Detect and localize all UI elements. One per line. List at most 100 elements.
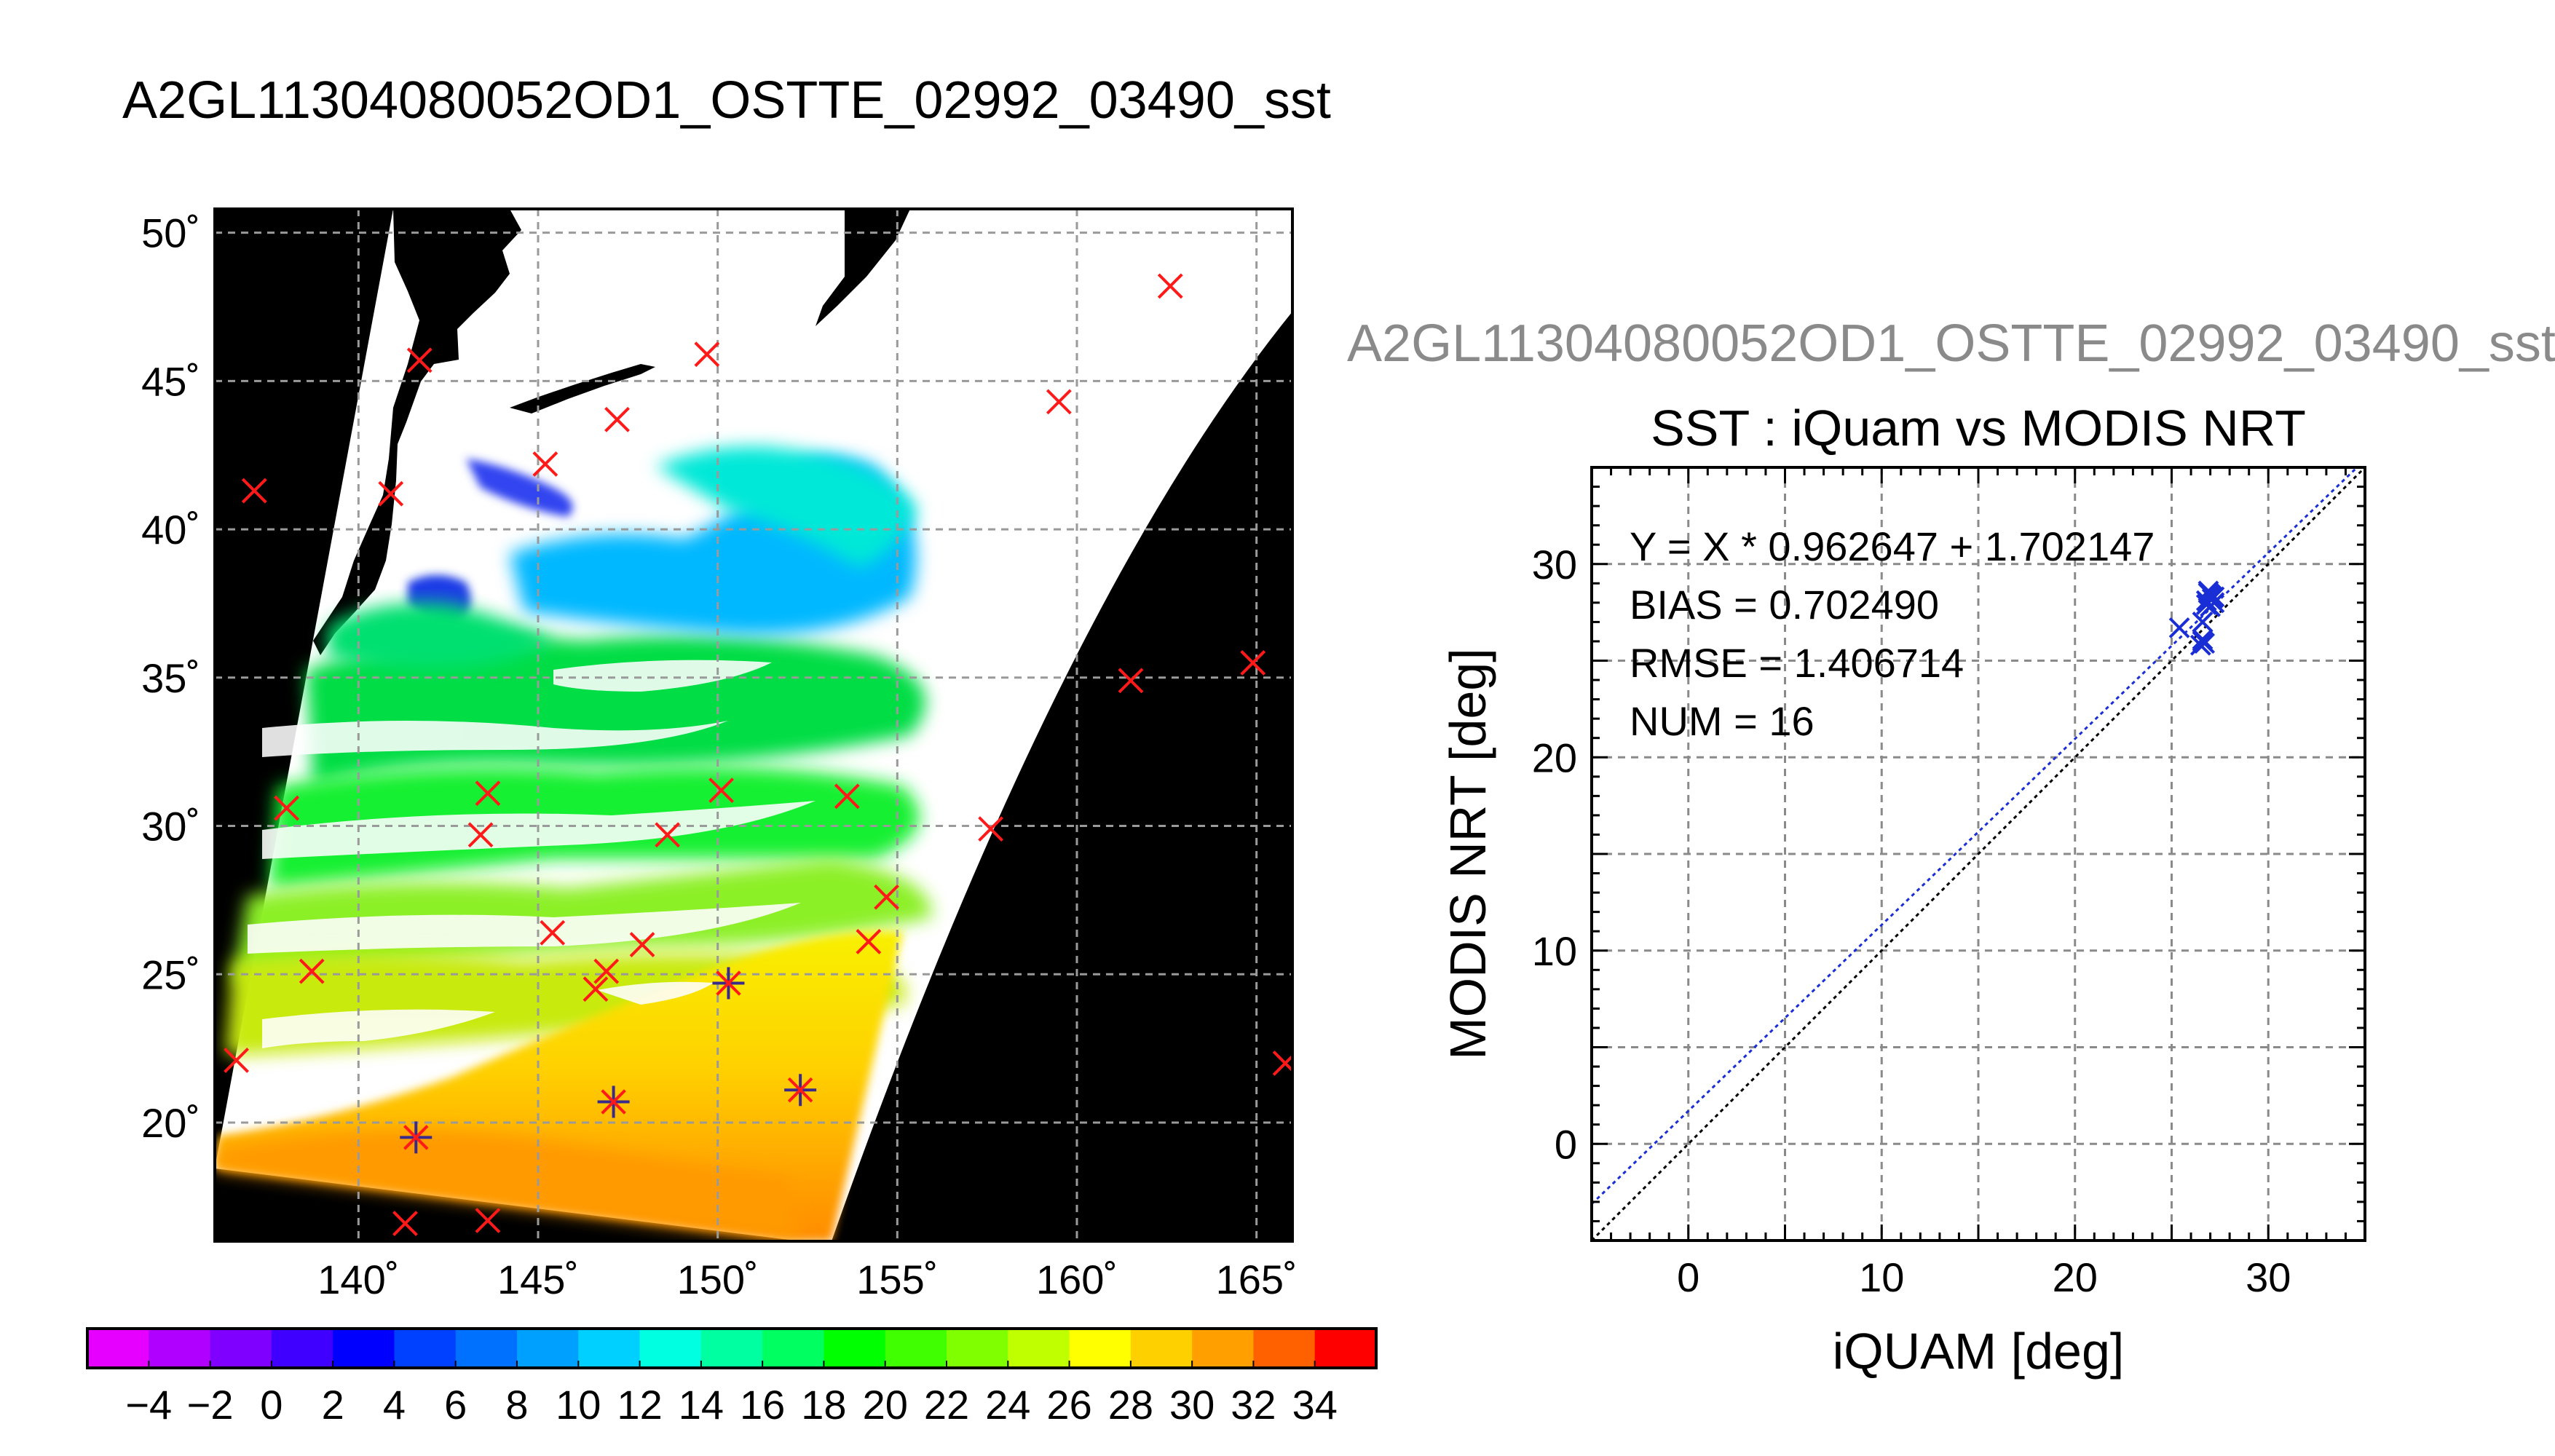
stats-bias: BIAS = 0.702490 <box>1630 582 1939 628</box>
scatter-subtitle: A2GL11304080052OD1_OSTTE_02992_03490_sst <box>1347 314 2555 373</box>
scatter-y-tick-label: 0 <box>1555 1121 1577 1167</box>
map-matchup-marker <box>604 406 630 432</box>
map-matchup-marker <box>1272 1051 1292 1076</box>
map-matchup-marker <box>224 1048 250 1073</box>
map-matchups <box>224 273 1292 1236</box>
map-matchup-marker <box>629 932 655 957</box>
map-matchup-marker <box>1046 389 1072 415</box>
scatter-x-tick-label: 30 <box>2246 1254 2291 1300</box>
stats-rmse: RMSE = 1.406714 <box>1630 640 1964 686</box>
colorbar-cell <box>885 1329 947 1368</box>
colorbar-cell <box>947 1329 1008 1368</box>
map-lat-tick-label: 45˚ <box>141 358 200 404</box>
stats-regression: Y = X * 0.962647 + 1.702147 <box>1630 523 2155 569</box>
scatter-x-tick-label: 10 <box>1859 1254 1904 1300</box>
colorbar-cell <box>1130 1329 1193 1368</box>
x-axis-label: iQUAM [deg] <box>1833 1323 2125 1380</box>
scatter-y-tick-label: 30 <box>1532 542 1577 587</box>
map-lon-tick-label: 155˚ <box>856 1257 938 1302</box>
map-land-kamchatka-edge <box>816 209 910 326</box>
scatter-point <box>2192 611 2214 633</box>
scatter-title: SST : iQuam vs MODIS NRT <box>1651 400 2306 456</box>
map-land-japan <box>313 209 521 655</box>
colorbar-cell <box>149 1329 211 1368</box>
page-title: A2GL11304080052OD1_OSTTE_02992_03490_sst <box>122 71 1331 130</box>
map-frame <box>213 207 1294 1243</box>
colorbar-label: −2 <box>187 1382 234 1428</box>
map-matchup-marker <box>583 976 609 1002</box>
map-matchup-marker <box>655 822 681 848</box>
colorbar-frame <box>86 1327 1378 1369</box>
map-matchup-marker <box>540 919 566 946</box>
colorbar-cell <box>87 1329 149 1368</box>
colorbar-label: 28 <box>1108 1382 1153 1428</box>
sst-map-panel: 140˚ 145˚ 150˚ 155˚ 160˚ 165˚ 50˚ 45˚ 40˚ 35˚ 30˚ 2… <box>141 207 1298 1302</box>
colorbar-cell <box>455 1329 518 1368</box>
colorbar-label: 26 <box>1046 1382 1091 1428</box>
y-axis-label: MODIS NRT [deg] <box>1440 648 1496 1059</box>
map-lat-tick-label: 50˚ <box>141 210 200 256</box>
identity-line <box>1592 467 2365 1241</box>
map-valid-matchup-marker <box>712 967 745 1000</box>
map-matchup-marker <box>406 347 433 373</box>
colorbar-cell <box>1008 1329 1070 1368</box>
colorbar-label: 18 <box>801 1382 846 1428</box>
map-matchup-marker <box>1157 273 1183 299</box>
map-land-kurils <box>510 364 655 414</box>
map-matchup-marker <box>593 958 620 984</box>
map-matchup-marker <box>475 780 501 807</box>
colorbar-label: 10 <box>556 1382 601 1428</box>
colorbar-cell <box>210 1329 272 1368</box>
colorbar-cell <box>762 1329 824 1368</box>
map-tick-labels: 140˚ 145˚ 150˚ 155˚ 160˚ 165˚ 50˚ 45˚ 40˚ 35˚ 30˚ 2… <box>141 210 1298 1302</box>
map-lon-tick-label: 150˚ <box>677 1257 759 1302</box>
map-valid-matchup-marker <box>400 1121 433 1154</box>
map-lon-tick-label: 140˚ <box>317 1257 399 1302</box>
colorbar-cell <box>517 1329 579 1368</box>
map-matchup-marker <box>532 451 558 477</box>
map-lat-tick-label: 20˚ <box>141 1100 200 1146</box>
map-matchup-marker <box>467 822 494 848</box>
colorbar-label: 0 <box>260 1382 283 1428</box>
scatter-points <box>2168 580 2225 656</box>
map-lat-tick-label: 30˚ <box>141 804 200 850</box>
map-matchup-marker <box>274 795 300 821</box>
map-lat-tick-label: 40˚ <box>141 507 200 553</box>
map-lon-tick-label: 145˚ <box>497 1257 579 1302</box>
map-valid-matchup-marker <box>784 1074 817 1107</box>
colorbar-cell <box>1192 1329 1254 1368</box>
colorbar-label: 22 <box>924 1382 969 1428</box>
scatter-y-tick-label: 10 <box>1532 928 1577 974</box>
colorbar-cell <box>824 1329 886 1368</box>
colorbar-cells <box>87 1329 1377 1368</box>
colorbar-cell <box>1253 1329 1316 1368</box>
colorbar-cell <box>700 1329 763 1368</box>
map-grid <box>215 209 1292 1241</box>
scatter-point <box>2192 628 2214 650</box>
colorbar-labels: −4 −2 0 2 4 6 8 10 12 14 16 18 20 22 24 26 28 30 32 34 <box>125 1382 1338 1428</box>
colorbar-label: 24 <box>985 1382 1030 1428</box>
scatter-x-tick-label: 20 <box>2053 1254 2098 1300</box>
sst-colorbar: −4 −2 0 2 4 6 8 10 12 14 16 18 20 22 24 26 28 30 32 34 <box>86 1327 1378 1428</box>
map-matchup-marker <box>856 929 882 954</box>
map-lon-tick-label: 160˚ <box>1036 1257 1118 1302</box>
scatter-stats: Y = X * 0.962647 + 1.702147 BIAS = 0.702… <box>1630 523 2155 744</box>
map-matchup-marker <box>392 1211 418 1236</box>
colorbar-label: −4 <box>125 1382 172 1428</box>
map-matchup-marker <box>874 884 899 910</box>
colorbar-label: 14 <box>679 1382 724 1428</box>
colorbar-label: 4 <box>383 1382 406 1428</box>
map-matchup-marker <box>241 478 267 504</box>
map-matchup-marker <box>475 1208 501 1233</box>
scatter-point <box>2168 617 2190 638</box>
map-valid-matchup-marker <box>597 1085 630 1118</box>
colorbar-cell <box>639 1329 702 1368</box>
scatter-panel: A2GL11304080052OD1_OSTTE_02992_03490_sst… <box>1347 314 2555 1380</box>
scatter-tick-labels: 0 10 20 30 0 10 20 30 <box>1532 542 2291 1300</box>
map-matchup-marker <box>834 783 860 810</box>
colorbar-label: 34 <box>1292 1382 1338 1428</box>
colorbar-cell <box>1314 1329 1377 1368</box>
colorbar-cell <box>394 1329 457 1368</box>
scatter-grid <box>1592 467 2365 1241</box>
